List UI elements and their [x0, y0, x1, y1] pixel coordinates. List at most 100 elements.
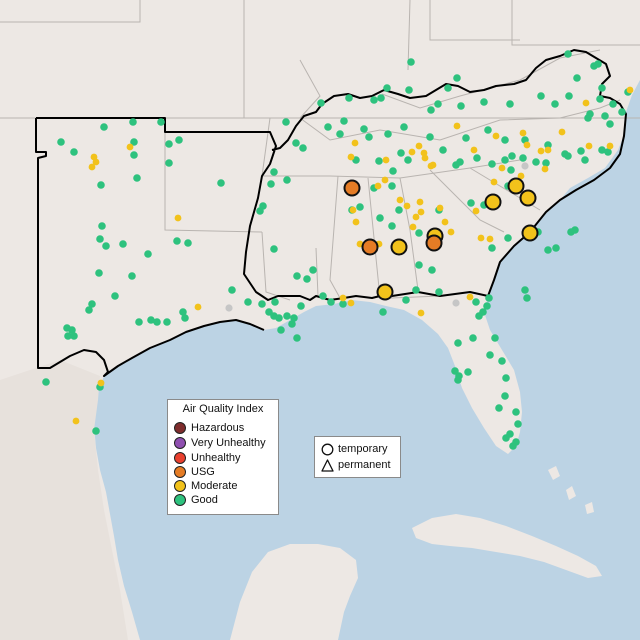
good-monitor-dot[interactable] — [165, 159, 173, 167]
good-monitor-dot[interactable] — [415, 229, 423, 237]
good-monitor-dot[interactable] — [485, 294, 493, 302]
moderate-monitor-dot[interactable] — [486, 235, 494, 243]
moderate-monitor-dot[interactable] — [490, 178, 498, 186]
good-monitor-dot[interactable] — [64, 332, 72, 340]
good-monitor-dot[interactable] — [457, 102, 465, 110]
good-monitor-dot[interactable] — [519, 154, 527, 162]
moderate-monitor-dot[interactable] — [470, 146, 478, 154]
good-monitor-dot[interactable] — [395, 206, 403, 214]
moderate-monitor-dot[interactable] — [517, 172, 525, 180]
good-monitor-dot[interactable] — [303, 275, 311, 283]
moderate-monitor-dot[interactable] — [441, 218, 449, 226]
moderate-monitor-dot[interactable] — [447, 228, 455, 236]
good-monitor-dot[interactable] — [339, 300, 347, 308]
good-monitor-dot[interactable] — [95, 269, 103, 277]
good-monitor-dot[interactable] — [157, 118, 165, 126]
good-monitor-dot[interactable] — [290, 314, 298, 322]
good-monitor-dot[interactable] — [384, 130, 392, 138]
good-monitor-dot[interactable] — [601, 112, 609, 120]
moderate-monitor-dot[interactable] — [606, 142, 614, 150]
good-monitor-dot[interactable] — [379, 308, 387, 316]
good-monitor-dot[interactable] — [564, 152, 572, 160]
good-monitor-dot[interactable] — [467, 199, 475, 207]
good-monitor-dot[interactable] — [509, 442, 517, 450]
good-monitor-dot[interactable] — [153, 318, 161, 326]
temporary-moderate-monitor[interactable] — [507, 177, 525, 195]
good-monitor-dot[interactable] — [85, 306, 93, 314]
no-data-monitor-dot[interactable] — [452, 299, 460, 307]
good-monitor-dot[interactable] — [130, 151, 138, 159]
good-monitor-dot[interactable] — [244, 298, 252, 306]
moderate-monitor-dot[interactable] — [403, 202, 411, 210]
good-monitor-dot[interactable] — [452, 161, 460, 169]
good-monitor-dot[interactable] — [428, 266, 436, 274]
moderate-monitor-dot[interactable] — [585, 142, 593, 150]
good-monitor-dot[interactable] — [598, 146, 606, 154]
good-monitor-dot[interactable] — [259, 202, 267, 210]
good-monitor-dot[interactable] — [407, 58, 415, 66]
good-monitor-dot[interactable] — [336, 130, 344, 138]
good-monitor-dot[interactable] — [282, 118, 290, 126]
good-monitor-dot[interactable] — [217, 179, 225, 187]
good-monitor-dot[interactable] — [317, 99, 325, 107]
good-monitor-dot[interactable] — [565, 92, 573, 100]
moderate-monitor-dot[interactable] — [417, 309, 425, 317]
good-monitor-dot[interactable] — [571, 226, 579, 234]
good-monitor-dot[interactable] — [68, 326, 76, 334]
good-monitor-dot[interactable] — [292, 139, 300, 147]
moderate-monitor-dot[interactable] — [347, 299, 355, 307]
good-monitor-dot[interactable] — [594, 60, 602, 68]
temporary-moderate-monitor[interactable] — [376, 283, 394, 301]
good-monitor-dot[interactable] — [133, 174, 141, 182]
moderate-monitor-dot[interactable] — [519, 129, 527, 137]
good-monitor-dot[interactable] — [573, 74, 581, 82]
good-monitor-dot[interactable] — [495, 404, 503, 412]
temporary-moderate-monitor[interactable] — [390, 238, 408, 256]
good-monitor-dot[interactable] — [464, 368, 472, 376]
moderate-monitor-dot[interactable] — [351, 139, 359, 147]
good-monitor-dot[interactable] — [488, 244, 496, 252]
moderate-monitor-dot[interactable] — [352, 218, 360, 226]
good-monitor-dot[interactable] — [288, 320, 296, 328]
good-monitor-dot[interactable] — [42, 378, 50, 386]
good-monitor-dot[interactable] — [488, 160, 496, 168]
good-monitor-dot[interactable] — [88, 300, 96, 308]
good-monitor-dot[interactable] — [144, 250, 152, 258]
good-monitor-dot[interactable] — [297, 302, 305, 310]
good-monitor-dot[interactable] — [356, 203, 364, 211]
good-monitor-dot[interactable] — [604, 148, 612, 156]
moderate-monitor-dot[interactable] — [349, 206, 357, 214]
good-monitor-dot[interactable] — [130, 138, 138, 146]
moderate-monitor-dot[interactable] — [523, 141, 531, 149]
good-monitor-dot[interactable] — [271, 298, 279, 306]
good-monitor-dot[interactable] — [405, 86, 413, 94]
good-monitor-dot[interactable] — [57, 138, 65, 146]
good-monitor-dot[interactable] — [327, 298, 335, 306]
moderate-monitor-dot[interactable] — [174, 214, 182, 222]
moderate-monitor-dot[interactable] — [472, 207, 480, 215]
good-monitor-dot[interactable] — [521, 286, 529, 294]
good-monitor-dot[interactable] — [502, 434, 510, 442]
good-monitor-dot[interactable] — [507, 166, 515, 174]
good-monitor-dot[interactable] — [293, 272, 301, 280]
good-monitor-dot[interactable] — [370, 96, 378, 104]
good-monitor-dot[interactable] — [514, 420, 522, 428]
good-monitor-dot[interactable] — [498, 357, 506, 365]
good-monitor-dot[interactable] — [435, 288, 443, 296]
moderate-monitor-dot[interactable] — [626, 86, 634, 94]
good-monitor-dot[interactable] — [483, 302, 491, 310]
temporary-moderate-monitor[interactable] — [519, 189, 537, 207]
good-monitor-dot[interactable] — [376, 214, 384, 222]
good-monitor-dot[interactable] — [469, 334, 477, 342]
good-monitor-dot[interactable] — [506, 100, 514, 108]
good-monitor-dot[interactable] — [360, 125, 368, 133]
good-monitor-dot[interactable] — [544, 141, 552, 149]
good-monitor-dot[interactable] — [484, 126, 492, 134]
good-monitor-dot[interactable] — [97, 181, 105, 189]
good-monitor-dot[interactable] — [472, 298, 480, 306]
temporary-usg-monitor[interactable] — [343, 179, 361, 197]
good-monitor-dot[interactable] — [267, 180, 275, 188]
good-monitor-dot[interactable] — [270, 245, 278, 253]
good-monitor-dot[interactable] — [100, 123, 108, 131]
